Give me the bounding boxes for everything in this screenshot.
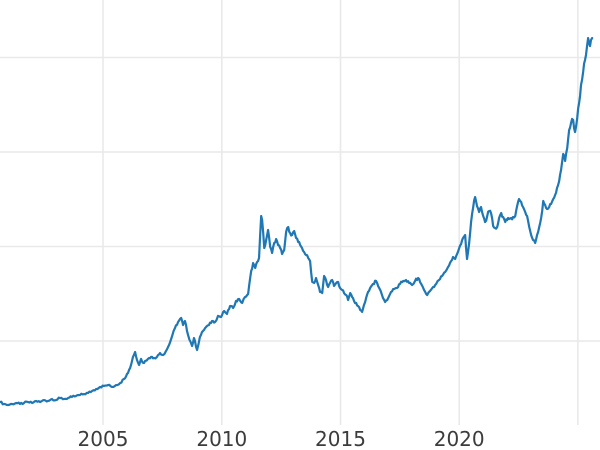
x-tick-label: 2010	[196, 427, 247, 450]
x-tick-label: 2015	[315, 427, 366, 450]
price-line	[0, 36, 594, 407]
x-tick-label: 2005	[78, 427, 129, 450]
vertical-gridlines	[102, 0, 579, 425]
data-series	[0, 36, 594, 407]
horizontal-gridlines	[0, 56, 600, 342]
x-tick-label: 2020	[434, 427, 485, 450]
x-axis-tick-labels: 2005 2010 2015 2020	[78, 427, 485, 450]
